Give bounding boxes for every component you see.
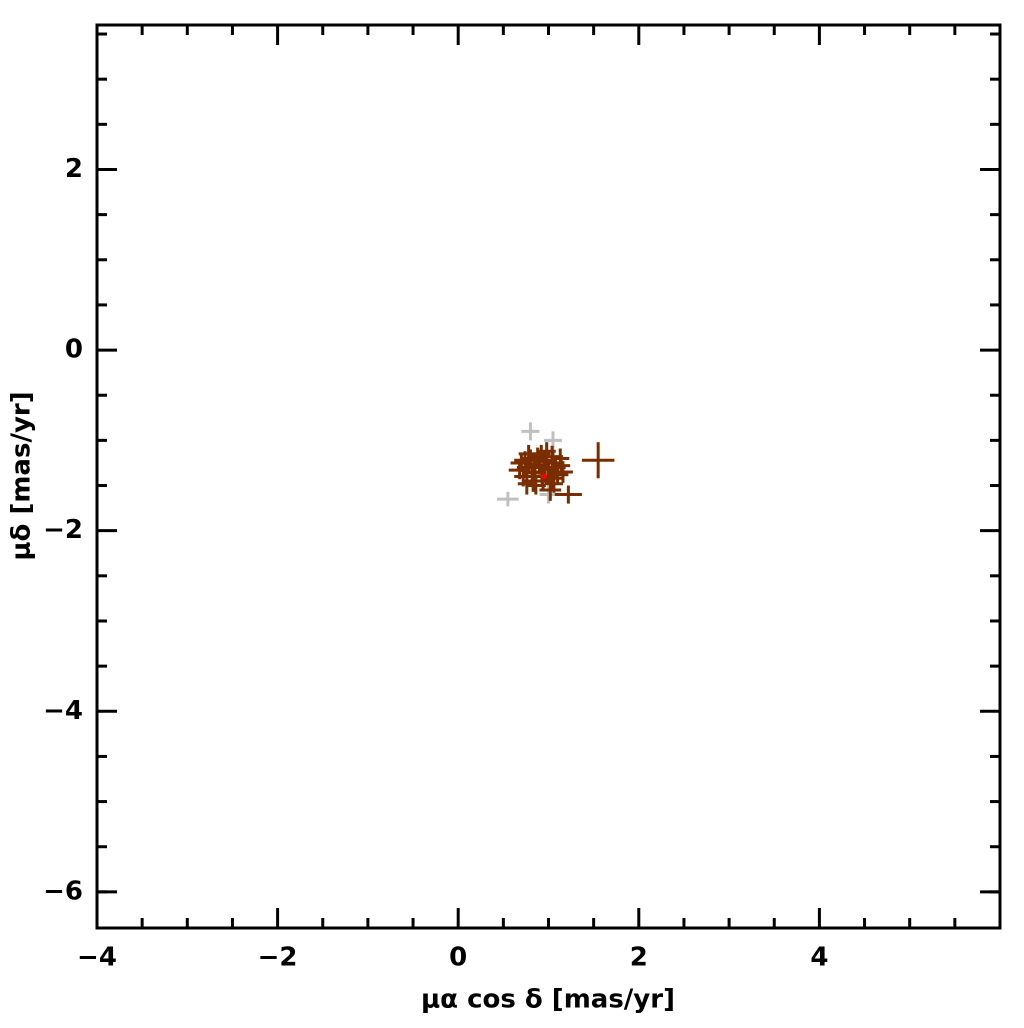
y-tick-label: 0 (65, 335, 83, 365)
y-axis-label: μδ [mas/yr] (7, 391, 37, 560)
y-tick-label: −4 (43, 696, 83, 726)
x-axis-label: μα cos δ [mas/yr] (421, 985, 675, 1015)
x-tick-label: −4 (77, 943, 117, 973)
x-tick-label: 2 (630, 943, 648, 973)
x-tick-label: 4 (810, 943, 828, 973)
x-tick-label: 0 (449, 943, 467, 973)
y-tick-label: −2 (43, 515, 83, 545)
y-tick-label: 2 (65, 154, 83, 184)
y-tick-label: −6 (43, 876, 83, 906)
x-tick-label: −2 (258, 943, 298, 973)
